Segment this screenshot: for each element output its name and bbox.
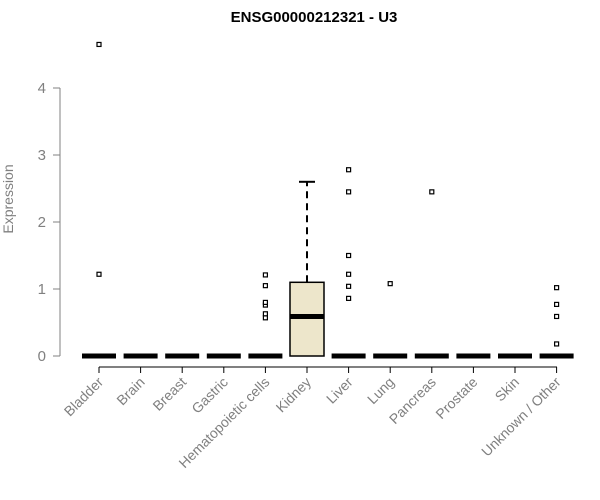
outlier-point: [96, 41, 102, 48]
x-axis-ticks: [98, 367, 558, 373]
y-tick-label: 0: [38, 348, 46, 365]
outlier-point: [262, 311, 268, 317]
x-tick-label: Prostate: [432, 374, 480, 422]
outlier-point: [346, 167, 352, 173]
box-lung: [373, 281, 408, 359]
outlier-point: [553, 285, 560, 291]
box-liver: [331, 167, 366, 359]
y-tick-label: 2: [38, 214, 46, 231]
y-tick-label: 1: [38, 281, 46, 298]
outlier-point: [346, 252, 352, 259]
outlier-point: [346, 295, 352, 301]
outlier-point: [262, 299, 268, 305]
y-axis-ticks: 0 1 2 3 4: [38, 80, 60, 365]
box-pancreas: [414, 189, 449, 359]
y-axis-label: Expression: [0, 164, 16, 233]
x-tick-label: Kidney: [273, 374, 315, 416]
x-tick-label: Unknown / Other: [478, 374, 564, 460]
x-tick-label: Brain: [113, 374, 147, 408]
x-tick-label: Lung: [364, 374, 397, 407]
outlier-point: [262, 272, 268, 278]
box-bladder: [82, 41, 116, 359]
box-kidney: [289, 180, 325, 357]
outlier-point: [262, 283, 268, 289]
y-tick-label: 3: [38, 147, 46, 164]
outlier-point: [346, 189, 352, 195]
outlier-point: [553, 341, 560, 347]
chart-title: ENSG00000212321 - U3: [231, 9, 398, 26]
box-hematopoietic-cells: [248, 272, 283, 359]
box-iqr: [289, 281, 325, 357]
outlier-point: [96, 271, 102, 277]
outlier-point: [346, 271, 352, 277]
x-tick-label: Liver: [323, 374, 356, 407]
x-tick-label: Skin: [492, 374, 523, 405]
box-unknown-other: [539, 285, 574, 359]
outlier-point: [262, 315, 268, 321]
x-tick-label: Breast: [149, 374, 189, 414]
outlier-point: [429, 189, 435, 195]
boxes: [82, 41, 574, 359]
outlier-point: [553, 301, 560, 308]
outlier-point: [346, 283, 352, 289]
outlier-point: [553, 313, 560, 320]
outlier-point: [387, 281, 393, 287]
x-tick-label: Bladder: [61, 374, 107, 420]
y-tick-label: 4: [38, 80, 46, 97]
